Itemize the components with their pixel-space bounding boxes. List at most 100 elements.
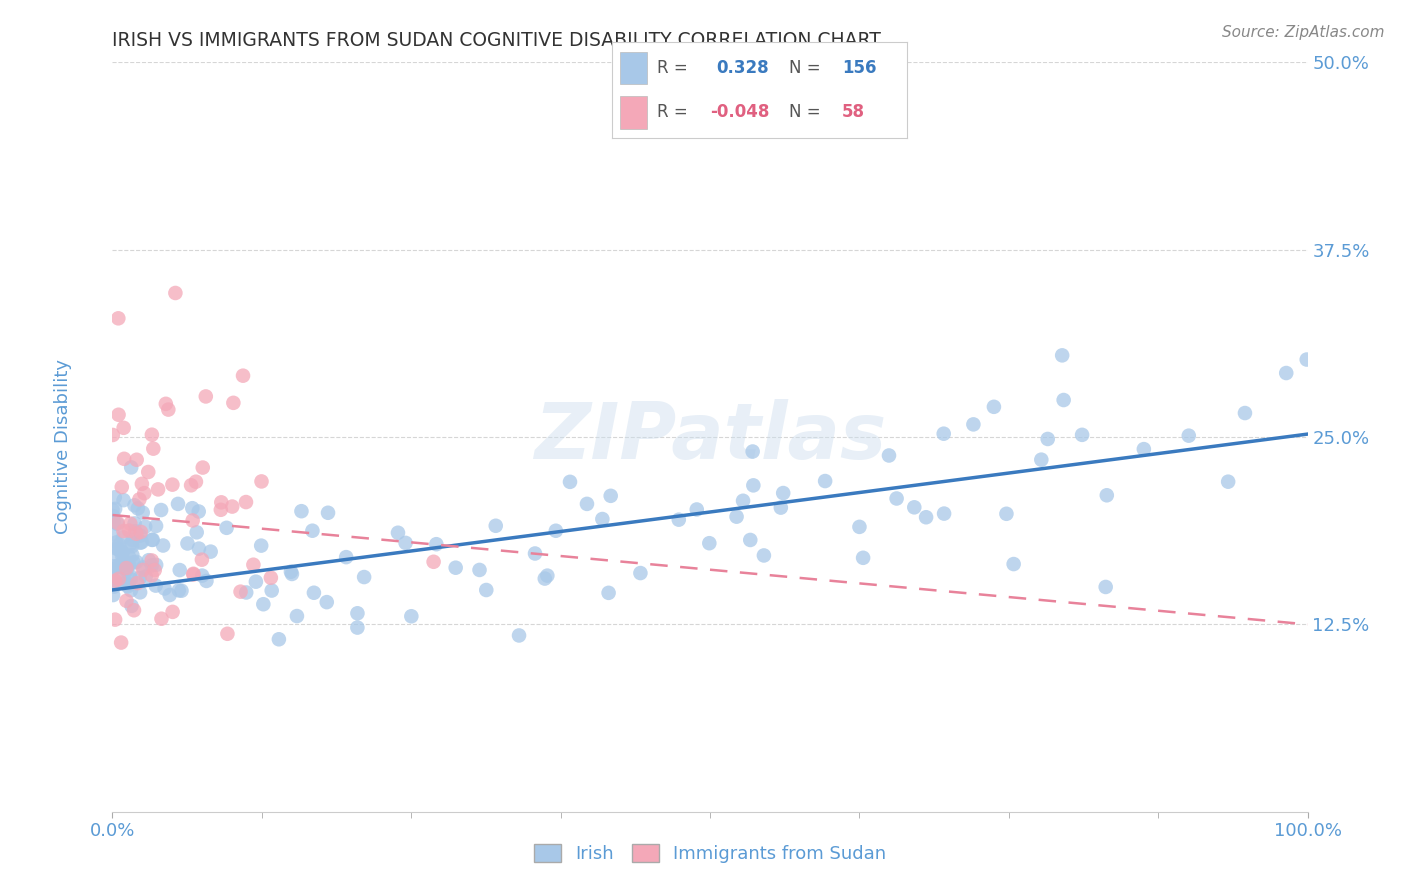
Point xyxy=(848,520,870,534)
Point xyxy=(101,588,124,602)
Point xyxy=(107,542,129,557)
Point xyxy=(101,428,124,442)
Point xyxy=(138,553,160,567)
Point xyxy=(117,577,139,591)
Point xyxy=(422,555,444,569)
Point xyxy=(741,444,763,458)
Point xyxy=(131,476,153,491)
Point xyxy=(536,568,558,582)
Point xyxy=(132,560,155,574)
Point xyxy=(115,564,138,578)
Point xyxy=(599,489,621,503)
Point xyxy=(280,565,302,579)
Point xyxy=(125,526,148,541)
Point xyxy=(335,550,357,565)
Point xyxy=(731,493,754,508)
Point xyxy=(260,571,283,585)
Point xyxy=(769,500,792,515)
Point xyxy=(110,545,132,559)
Point xyxy=(129,535,152,549)
Point xyxy=(150,612,173,626)
Point xyxy=(186,525,208,540)
Point xyxy=(1133,442,1156,456)
Point xyxy=(112,524,135,538)
Point xyxy=(962,417,984,432)
Point xyxy=(1095,488,1118,502)
Point xyxy=(150,503,173,517)
Point xyxy=(252,597,274,611)
Point xyxy=(128,492,150,507)
Point xyxy=(242,558,264,572)
Point xyxy=(229,584,252,599)
Point xyxy=(544,524,567,538)
Point xyxy=(155,397,177,411)
Text: 156: 156 xyxy=(842,59,876,77)
Point xyxy=(111,545,134,559)
Point xyxy=(886,491,908,506)
Point xyxy=(558,475,581,489)
Point xyxy=(124,524,146,539)
Point xyxy=(141,568,163,582)
Point xyxy=(162,477,184,491)
Point xyxy=(235,495,257,509)
Point xyxy=(191,460,214,475)
Point xyxy=(508,628,530,642)
Point xyxy=(209,495,232,509)
Point xyxy=(533,572,555,586)
Point xyxy=(108,538,131,552)
Text: IRISH VS IMMIGRANTS FROM SUDAN COGNITIVE DISABILITY CORRELATION CHART: IRISH VS IMMIGRANTS FROM SUDAN COGNITIVE… xyxy=(112,30,882,50)
Legend: Irish, Immigrants from Sudan: Irish, Immigrants from Sudan xyxy=(526,837,894,870)
Point xyxy=(112,421,135,435)
Point xyxy=(128,571,150,585)
Point xyxy=(127,576,149,591)
Point xyxy=(181,513,204,527)
Point xyxy=(1233,406,1256,420)
Point xyxy=(117,557,139,571)
Point xyxy=(668,513,690,527)
Point xyxy=(157,402,180,417)
Point xyxy=(170,583,193,598)
Point xyxy=(120,583,142,598)
Point xyxy=(301,524,323,538)
Point xyxy=(143,563,166,577)
Point xyxy=(191,568,214,582)
Point xyxy=(145,519,167,533)
Point xyxy=(740,533,762,547)
Point xyxy=(1177,428,1199,442)
Point xyxy=(1050,348,1073,362)
Point xyxy=(103,515,125,529)
Point xyxy=(141,558,163,573)
Point xyxy=(772,486,794,500)
Point xyxy=(122,556,145,570)
Point xyxy=(485,518,508,533)
Point xyxy=(524,547,547,561)
Point xyxy=(232,368,254,383)
Point xyxy=(628,566,651,580)
Point xyxy=(134,486,156,500)
Point xyxy=(932,426,955,441)
Point xyxy=(110,635,132,649)
Point xyxy=(101,503,124,517)
Point xyxy=(117,579,139,593)
Point xyxy=(131,535,153,549)
Point xyxy=(191,552,214,566)
Point xyxy=(124,516,146,531)
Point xyxy=(235,585,257,599)
Point xyxy=(1036,432,1059,446)
Point xyxy=(120,537,142,551)
Point xyxy=(742,478,765,492)
Point xyxy=(394,536,416,550)
Point xyxy=(752,549,775,563)
Point xyxy=(1071,427,1094,442)
Point xyxy=(118,524,141,538)
Point xyxy=(122,603,145,617)
Point xyxy=(115,561,138,575)
Point xyxy=(120,460,142,475)
Point xyxy=(141,427,163,442)
Text: 58: 58 xyxy=(842,103,865,121)
Point xyxy=(112,493,135,508)
Point xyxy=(111,549,134,563)
Point xyxy=(111,555,134,569)
Point xyxy=(1295,352,1317,367)
Point xyxy=(162,605,184,619)
